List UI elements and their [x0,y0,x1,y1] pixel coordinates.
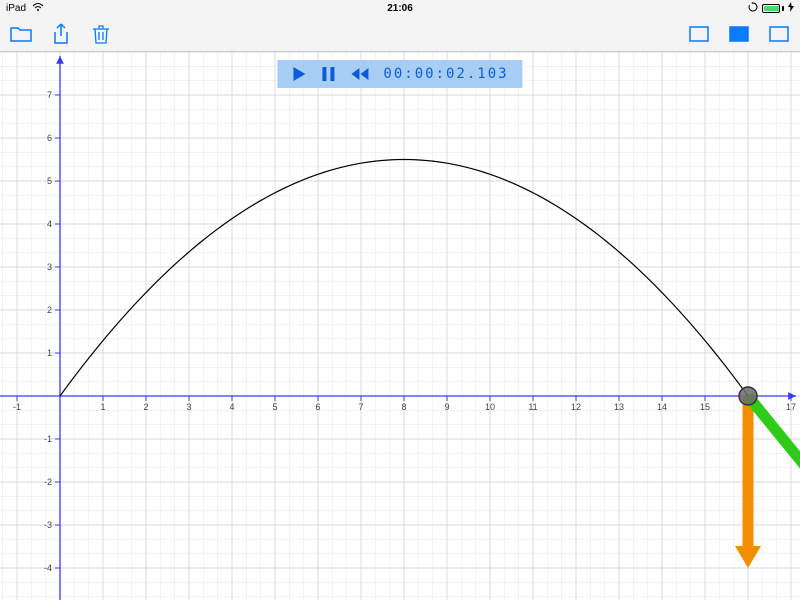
rewind-icon[interactable] [349,67,369,81]
svg-text:17: 17 [786,402,796,412]
svg-text:5: 5 [47,176,52,186]
svg-text:-1: -1 [13,402,21,412]
wifi-icon [32,2,44,15]
playback-time: 00:00:02.103 [383,66,508,82]
svg-text:6: 6 [315,402,320,412]
svg-text:2: 2 [47,305,52,315]
plot-svg: -11234567891011121314151617-5-4-3-2-1123… [0,52,800,600]
toolbar [0,16,800,52]
svg-text:1: 1 [47,348,52,358]
status-time: 21:06 [387,3,413,14]
toolbar-left [10,23,112,45]
svg-text:6: 6 [47,133,52,143]
folder-icon[interactable] [10,23,32,45]
status-bar: iPad 21:06 [0,0,800,16]
svg-text:-3: -3 [44,520,52,530]
pause-icon[interactable] [321,66,335,82]
playback-bar: 00:00:02.103 [277,60,522,88]
svg-text:3: 3 [186,402,191,412]
svg-text:-4: -4 [44,563,52,573]
svg-text:10: 10 [485,402,495,412]
svg-text:1: 1 [100,402,105,412]
status-left: iPad [6,2,44,15]
svg-text:7: 7 [358,402,363,412]
svg-text:4: 4 [47,219,52,229]
panel-mid-icon[interactable] [728,23,750,45]
plot-canvas[interactable]: -11234567891011121314151617-5-4-3-2-1123… [0,52,800,600]
svg-text:7: 7 [47,90,52,100]
svg-text:9: 9 [444,402,449,412]
svg-text:14: 14 [657,402,667,412]
share-icon[interactable] [50,23,72,45]
svg-text:12: 12 [571,402,581,412]
refresh-icon [748,2,758,15]
device-label: iPad [6,3,26,14]
svg-text:2: 2 [143,402,148,412]
svg-text:15: 15 [700,402,710,412]
status-right [748,2,794,15]
charging-icon [788,2,794,15]
panel-right-icon[interactable] [768,23,790,45]
svg-text:5: 5 [272,402,277,412]
battery-icon [762,4,784,13]
svg-text:13: 13 [614,402,624,412]
svg-text:3: 3 [47,262,52,272]
svg-text:8: 8 [401,402,406,412]
toolbar-right [688,23,790,45]
trash-icon[interactable] [90,23,112,45]
svg-text:11: 11 [528,402,537,412]
svg-text:-1: -1 [44,434,52,444]
play-icon[interactable] [291,66,307,82]
panel-left-icon[interactable] [688,23,710,45]
svg-text:4: 4 [229,402,234,412]
svg-text:-2: -2 [44,477,52,487]
